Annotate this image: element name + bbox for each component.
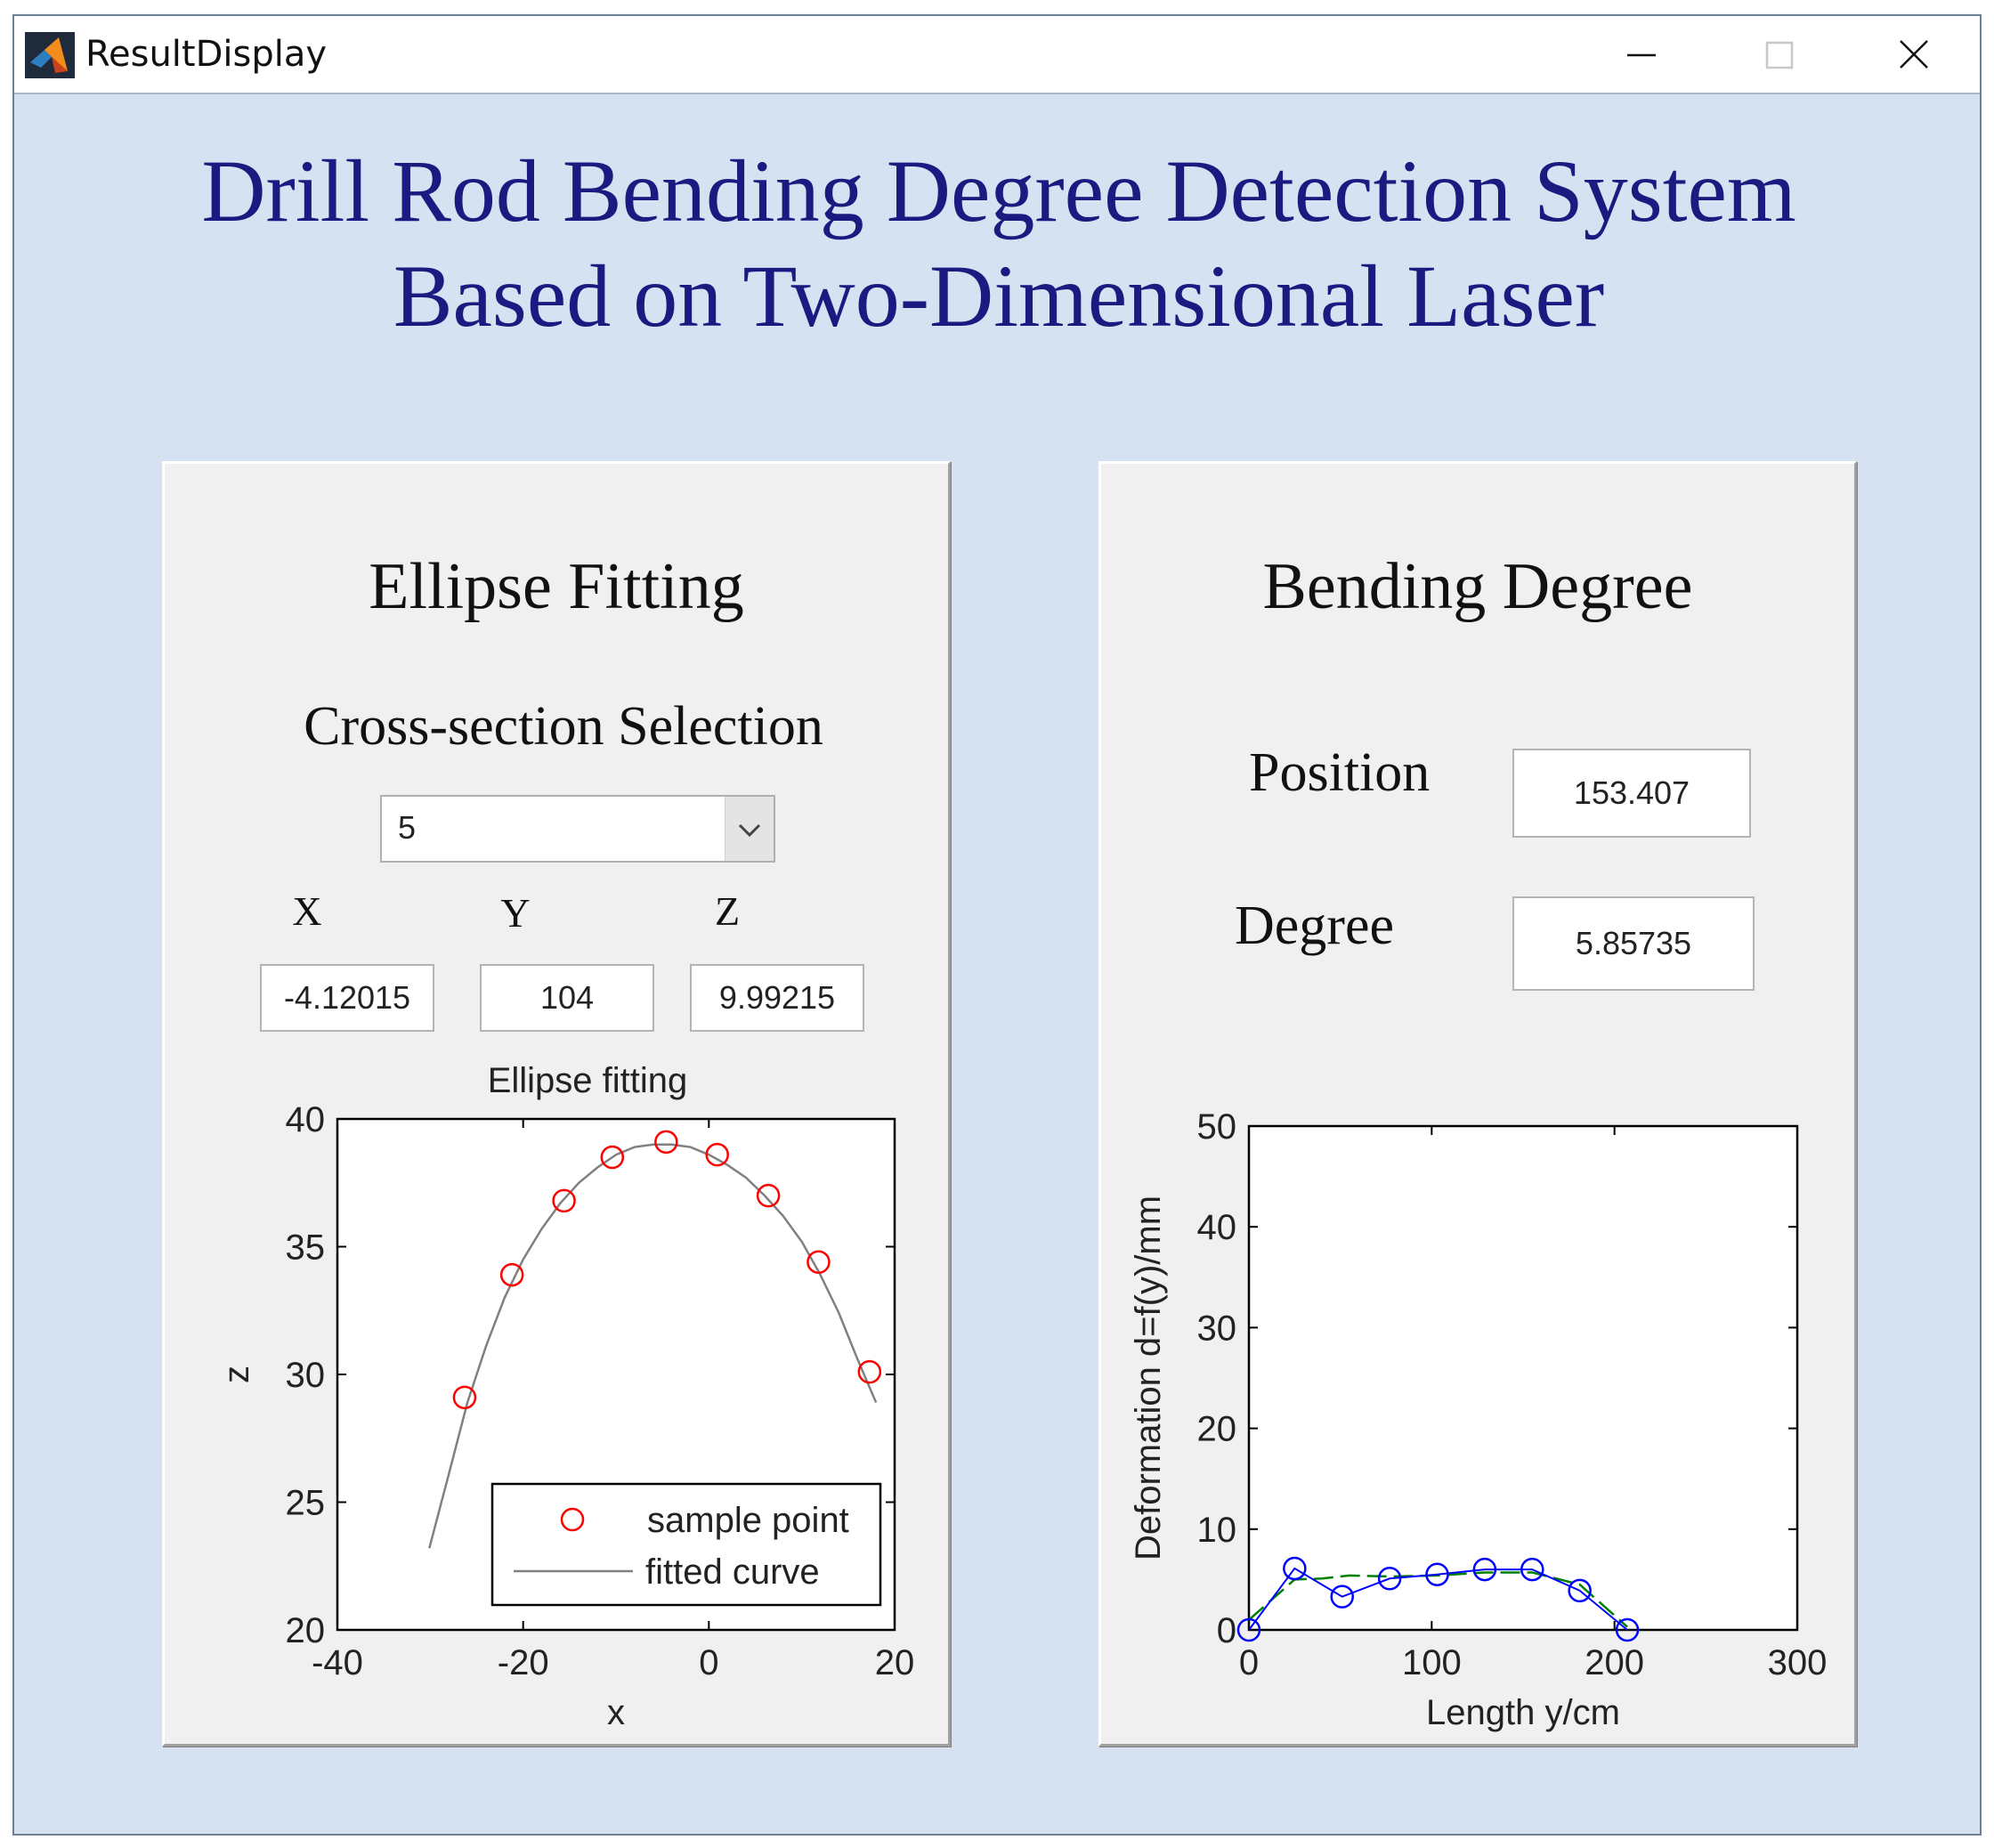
position-label: Position: [1249, 742, 1431, 803]
fitted-curve-line: [428, 1143, 878, 1549]
deformation-point-marker: [1568, 1578, 1592, 1603]
window-title: ResultDisplay: [85, 34, 328, 75]
plot-area: [1247, 1124, 1799, 1632]
y-axis-label: Deformation d=f(y)/mm: [1129, 1196, 1168, 1560]
deformation-point-marker: [1283, 1556, 1307, 1581]
degree-label: Degree: [1235, 896, 1394, 956]
close-icon: [1900, 40, 1928, 69]
degree-value-field[interactable]: 5.85735: [1512, 896, 1755, 991]
main-title-line-2: Based on Two-Dimensional Laser: [393, 247, 1605, 345]
bending-degree-chart: 0 100 200 300 0 10 20 30 40 50 Length y/cm Deformat…: [1129, 1107, 1828, 1732]
sample-point-marker: [807, 1250, 831, 1274]
close-button[interactable]: [1844, 16, 1983, 93]
legend-fitted-curve-label: fitted curve: [645, 1552, 820, 1592]
y-tick-label: 20: [286, 1611, 326, 1650]
main-title: Drill Rod Bending Degree Detection Syste…: [14, 139, 1983, 349]
ellipse-fitting-chart: -40 -20 0 20 20 25 30 35 40 x z Ellipse fitting samp…: [217, 1061, 915, 1732]
z-value-field[interactable]: 9.99215: [690, 964, 864, 1032]
deformation-fit-line: [1248, 1571, 1628, 1628]
deformation-point-marker: [1330, 1585, 1354, 1609]
bending-panel-title: Bending Degree: [1262, 550, 1693, 623]
deformation-point-marker: [1425, 1562, 1449, 1586]
result-display-window: ResultDisplay Drill Rod Bending Degree D…: [12, 14, 1982, 1836]
x-label: X: [292, 888, 322, 934]
x-tick-label: -20: [498, 1643, 549, 1682]
sample-point-marker: [705, 1142, 729, 1167]
maximize-button[interactable]: [1711, 16, 1850, 93]
x-axis-label: x: [607, 1693, 625, 1732]
sample-point-marker: [499, 1262, 524, 1287]
sample-point-marker: [857, 1359, 882, 1384]
x-tick-label: 0: [1239, 1643, 1259, 1682]
deformation-point-marker: [1236, 1617, 1261, 1642]
deformation-point-marker: [1615, 1617, 1640, 1642]
position-value-field[interactable]: 153.407: [1512, 749, 1751, 838]
x-value-field[interactable]: -4.12015: [260, 964, 434, 1032]
sample-point-marker: [654, 1130, 678, 1155]
minimize-button[interactable]: [1572, 16, 1711, 93]
cross-section-label: Cross-section Selection: [304, 696, 823, 757]
y-tick-label: 20: [1197, 1410, 1237, 1449]
x-tick-label: 20: [875, 1643, 915, 1682]
x-tick-label: 0: [699, 1643, 718, 1682]
legend-sample-point-icon: [560, 1507, 585, 1532]
ellipse-fitting-panel: Ellipse Fitting Cross-section Selection …: [162, 461, 951, 1747]
maximize-icon: [1765, 41, 1794, 69]
legend-sample-point-label: sample point: [647, 1501, 849, 1540]
matlab-logo-icon: [25, 32, 75, 78]
sample-point-marker: [756, 1183, 781, 1208]
cross-section-value: 5: [398, 809, 417, 846]
deformation-point-marker: [1520, 1557, 1544, 1582]
title-bar[interactable]: ResultDisplay: [14, 16, 1980, 94]
x-tick-label: 100: [1402, 1643, 1462, 1682]
x-tick-label: 300: [1768, 1643, 1828, 1682]
chevron-down-icon[interactable]: [725, 797, 774, 861]
ellipse-panel-title: Ellipse Fitting: [369, 550, 744, 623]
y-label: Y: [500, 890, 531, 936]
y-tick-label: 40: [286, 1100, 326, 1139]
y-value-field[interactable]: 104: [480, 964, 654, 1032]
bending-degree-panel: Bending Degree Position 153.407 Degree 5…: [1098, 461, 1857, 1747]
deformation-point-marker: [1472, 1557, 1497, 1582]
sample-point-marker: [552, 1188, 576, 1213]
y-tick-label: 50: [1197, 1107, 1237, 1147]
legend-box: [490, 1482, 882, 1607]
z-label: Z: [714, 888, 741, 934]
cross-section-dropdown[interactable]: 5: [380, 795, 775, 863]
y-axis-label: z: [217, 1366, 256, 1383]
deformation-line: [1248, 1567, 1628, 1631]
y-tick-label: 25: [286, 1484, 326, 1523]
y-tick-label: 30: [286, 1356, 326, 1395]
deformation-point-marker: [1377, 1567, 1402, 1591]
x-tick-label: 200: [1585, 1643, 1644, 1682]
x-axis-label: Length y/cm: [1426, 1693, 1620, 1732]
y-tick-label: 0: [1217, 1611, 1236, 1650]
y-tick-label: 10: [1197, 1511, 1237, 1550]
chart-title: Ellipse fitting: [488, 1061, 688, 1100]
sample-point-marker: [600, 1145, 625, 1170]
x-tick-label: -40: [312, 1643, 363, 1682]
sample-point-marker: [452, 1385, 477, 1410]
y-tick-label: 40: [1197, 1208, 1237, 1247]
y-tick-label: 30: [1197, 1309, 1237, 1348]
y-tick-label: 35: [286, 1228, 326, 1268]
main-title-line-1: Drill Rod Bending Degree Detection Syste…: [201, 142, 1796, 240]
